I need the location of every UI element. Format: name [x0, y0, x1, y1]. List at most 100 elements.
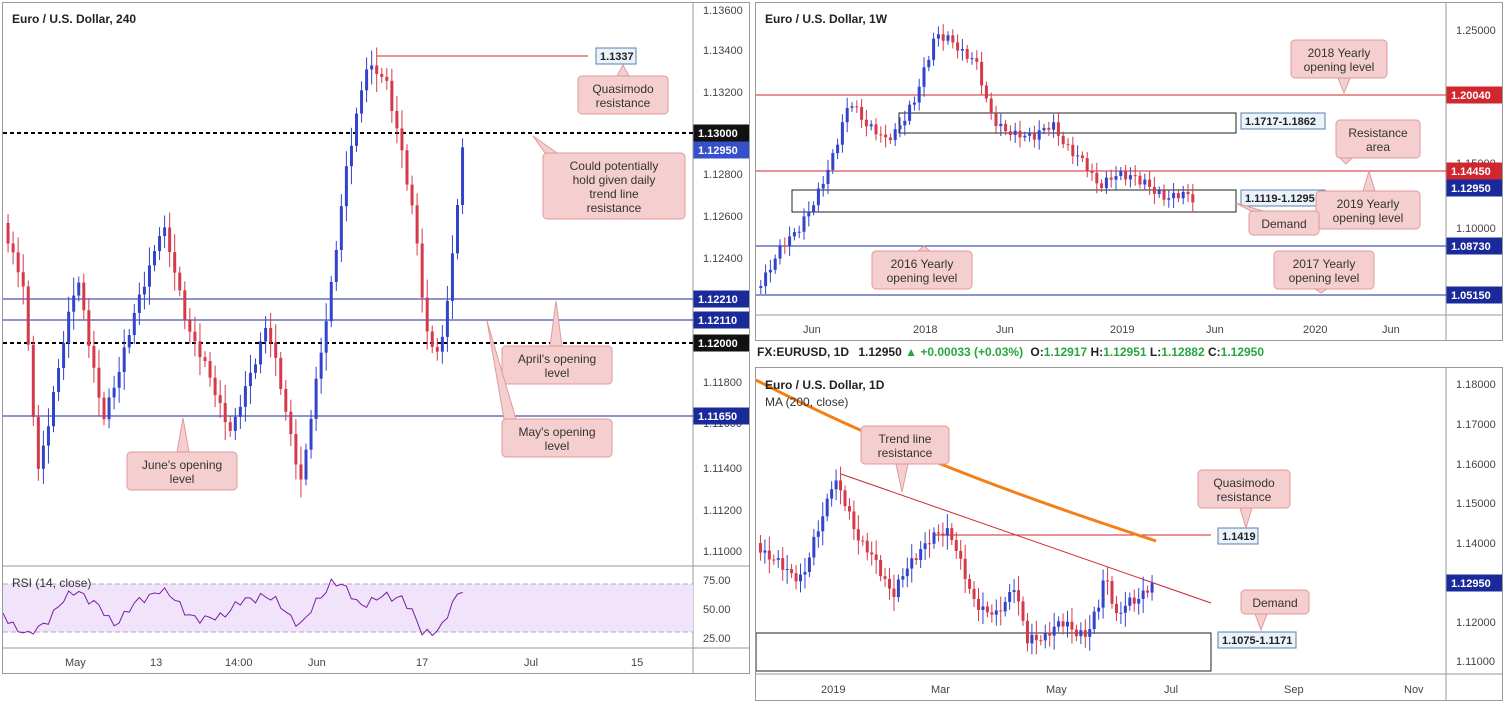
candle-body — [772, 559, 776, 561]
low-label: L: — [1149, 345, 1162, 359]
candle-body — [797, 231, 801, 233]
callout-demand-pointer — [1235, 202, 1264, 212]
price-axis-label: 1.11000 — [703, 546, 742, 558]
candle-body — [917, 86, 921, 103]
candle-body — [831, 153, 835, 170]
candle-body — [461, 147, 465, 206]
chart-panel-1d[interactable]: 1.18000 1.17000 1.16000 1.15000 1.14000 1.120… — [755, 367, 1503, 701]
candle-body — [764, 272, 768, 287]
candle-body — [759, 286, 763, 288]
last-price: 1.12950 — [858, 345, 902, 359]
candle-body — [905, 568, 909, 577]
chart-panel-4h[interactable]: 1.13600 1.13400 1.13200 1.12800 1.12600 1.124… — [2, 2, 750, 674]
candle-body — [289, 411, 293, 435]
chart-panel-1w[interactable]: 1.250001.150001.10000Jun2018Jun2019Jun20… — [755, 2, 1503, 341]
candle-body — [158, 236, 162, 252]
candle-body — [92, 345, 96, 368]
candle-body — [1141, 590, 1145, 599]
candle-body — [884, 134, 888, 138]
candle-body — [869, 124, 873, 127]
chart-title: Euro / U.S. Dollar, 1W — [765, 12, 888, 26]
low-value: 1.12882 — [1161, 345, 1205, 359]
zone-demand — [791, 189, 1237, 213]
candle-body — [1025, 620, 1029, 644]
price-tag-current-box — [1446, 179, 1502, 197]
time-axis-label: Jul — [524, 657, 538, 669]
candle-body — [248, 372, 252, 387]
time-axis-label: Jul — [1164, 684, 1178, 696]
price-axis-label: 1.10000 — [1456, 223, 1496, 235]
symbol-name[interactable]: FX:EURUSD, 1D — [757, 345, 850, 359]
candle-body — [67, 311, 71, 343]
candle-body — [984, 85, 988, 99]
candle-body — [304, 449, 308, 480]
candle-body — [16, 252, 20, 273]
callout-2018-pointer — [1337, 77, 1351, 95]
candle-body — [1143, 179, 1147, 185]
chart-1w-canvas[interactable]: 1.250001.150001.10000Jun2018Jun2019Jun20… — [756, 3, 1502, 340]
candle-body — [1013, 130, 1017, 135]
candle-body — [1133, 175, 1137, 177]
callout-april-text: April's opening — [518, 352, 596, 366]
time-axis-label: Nov — [1404, 684, 1424, 696]
time-axis-label: Jun — [996, 324, 1014, 336]
callout-quasimodo-text: resistance — [1217, 490, 1272, 504]
candle-body — [82, 282, 86, 311]
candle-body — [238, 406, 242, 417]
candle-body — [954, 540, 958, 551]
candle-body — [839, 480, 843, 491]
candle-body — [284, 388, 288, 412]
chart-title: Euro / U.S. Dollar, 1D — [765, 378, 885, 392]
candle-body — [1176, 193, 1180, 199]
chart-1d-canvas[interactable]: 1.18000 1.17000 1.16000 1.15000 1.14000 1.120… — [756, 368, 1502, 700]
candle-body — [1090, 171, 1094, 173]
candle-body — [1092, 611, 1096, 630]
candle-body — [830, 489, 834, 499]
candle-body — [852, 511, 856, 530]
chart-4h-canvas[interactable]: 1.13600 1.13400 1.13200 1.12800 1.12600 1.124… — [3, 3, 749, 673]
candle-body — [951, 35, 955, 43]
candle-body — [1138, 175, 1142, 185]
price-axis-label: 1.11000 — [1456, 656, 1495, 668]
candle-body — [254, 364, 257, 373]
candle-body — [112, 387, 116, 398]
close-value: 1.12950 — [1220, 345, 1265, 359]
chart-title: Euro / U.S. Dollar, 240 — [12, 12, 137, 26]
candle-body — [980, 61, 984, 86]
rsi-line — [3, 578, 463, 637]
candle-body — [807, 211, 811, 217]
time-axis-label: May — [1046, 684, 1067, 696]
candle-body — [1097, 607, 1101, 612]
candle-body — [87, 310, 91, 346]
candle-body — [802, 216, 806, 232]
candle-body — [370, 65, 374, 70]
candle-body — [415, 205, 419, 244]
candle-body — [1191, 194, 1195, 203]
candle-body — [1037, 130, 1041, 140]
candle-body — [865, 540, 869, 553]
candle-body — [903, 120, 907, 126]
candle-body — [1150, 583, 1154, 593]
candle-body — [888, 578, 891, 589]
candle-body — [183, 290, 187, 321]
high-value: 1.12951 — [1103, 345, 1147, 359]
callout-may-text: May's opening — [518, 425, 595, 439]
candle-body — [896, 579, 900, 598]
candle-body — [1110, 580, 1114, 604]
candle-body — [928, 543, 932, 545]
candle-body — [6, 223, 10, 244]
zone-demand — [756, 632, 1212, 672]
candle-body — [168, 227, 172, 253]
candle-body — [1146, 590, 1150, 593]
price-change: +0.00033 (+0.03%) — [920, 345, 1024, 359]
candle-body — [1070, 621, 1074, 630]
candle-body — [989, 98, 993, 114]
candle-body — [816, 188, 820, 206]
callout-demand-box — [1240, 589, 1310, 615]
candle-body — [259, 341, 263, 365]
candle-body — [1066, 621, 1069, 627]
candle-body — [807, 557, 811, 572]
candle-body — [1172, 193, 1176, 199]
candle-body — [950, 528, 954, 541]
candle-body — [773, 258, 777, 270]
